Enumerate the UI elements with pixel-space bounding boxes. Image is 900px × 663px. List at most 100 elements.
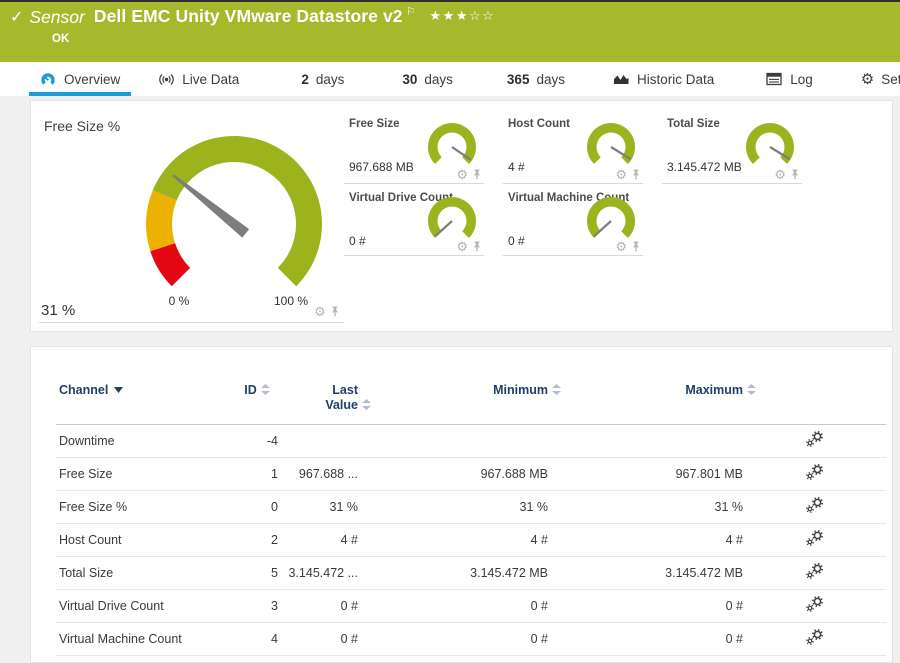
pin-icon[interactable] [330,306,340,317]
tab-365-days[interactable]: 365 days [496,62,576,96]
channel-last-value-cell [278,424,358,458]
column-label: Value [325,398,358,412]
sort-icon[interactable] [260,384,270,395]
channel-minimum-cell: 31 % [358,490,548,524]
tab-historic-data[interactable]: Historic Data [602,62,725,96]
pin-icon[interactable] [631,241,641,252]
tab-settings[interactable]: ⚙ Settings [850,62,900,96]
channel-maximum-cell: 3.145.472 MB [548,556,743,590]
sort-icon[interactable] [747,384,756,395]
channel-settings-icon[interactable] [805,496,824,514]
gear-icon[interactable]: ⚙ [615,239,627,254]
pin-icon[interactable] [631,169,641,180]
channel-table: Channel ID Last Value Minimum Maximum Downtim… [56,369,886,656]
channel-name-cell[interactable]: Host Count [56,523,236,557]
tab-label: days [424,71,453,87]
channel-id-cell: 1 [236,457,278,491]
mini-gauge-controls: ⚙ [615,168,641,181]
channel-name-cell[interactable]: Virtual Drive Count [56,589,236,623]
priority-stars[interactable]: ★★★☆☆ [429,8,496,23]
flag-icon[interactable]: ⚐ [405,6,416,18]
table-row-total-size: Total Size 5 3.145.472 ... 3.145.472 MB 3.14… [56,556,886,590]
mini-gauge-host-count: Host Count 4 # ⚙ [503,115,643,184]
mini-gauge-title: Total Size [667,118,720,130]
mini-gauge-value: 3.145.472 MB [667,160,742,174]
mini-gauge-value: 4 # [508,160,525,174]
tab-label: Log [790,71,813,87]
channel-name-cell[interactable]: Free Size % [56,490,236,524]
channel-id-cell: 2 [236,523,278,557]
pin-icon[interactable] [472,169,482,180]
gear-icon[interactable]: ⚙ [774,167,786,182]
channel-name-cell[interactable]: Virtual Machine Count [56,622,236,656]
sort-desc-icon[interactable] [114,387,124,393]
gear-icon[interactable]: ⚙ [456,239,468,254]
channel-name-cell[interactable]: Downtime [56,424,236,458]
channel-name-cell[interactable]: Free Size [56,457,236,491]
tab-log[interactable]: Log [755,62,824,96]
table-row-free-size: Free Size 1 967.688 ... 967.688 MB 967.801 M… [56,457,886,491]
gear-icon[interactable]: ⚙ [314,304,326,319]
table-row-virtual-drive-count: Virtual Drive Count 3 0 #0 #0 # [56,589,886,623]
tab-2-days[interactable]: 2 days [290,62,355,96]
mini-gauge-value: 0 # [508,234,525,248]
channel-last-value-cell: 4 # [278,523,358,557]
tab-label: days [315,71,345,87]
column-header-last-value[interactable]: Last Value [278,369,371,425]
column-label: Minimum [493,383,548,397]
mini-gauge-title: Virtual Drive Count [349,192,453,204]
table-row-host-count: Host Count 2 4 #4 #4 # [56,523,886,557]
column-header-id[interactable]: ID [236,369,278,425]
free-size-gauge [428,123,476,164]
channel-settings-icon[interactable] [805,463,824,481]
tab-label: Overview [64,71,121,87]
mini-gauge-free-size: Free Size 967.688 MB ⚙ [344,115,484,184]
channel-minimum-cell: 0 # [358,622,548,656]
tab-label: days [536,71,565,87]
sensor-title: Dell EMC Unity VMware Datastore v2 [93,6,403,26]
channel-settings-icon[interactable] [805,562,824,580]
virtual-drive-count-gauge [428,197,476,238]
pin-icon[interactable] [790,169,800,180]
pin-icon[interactable] [472,241,482,252]
channel-minimum-cell [358,424,548,458]
channel-minimum-cell: 4 # [358,523,548,557]
column-header-maximum[interactable]: Maximum [548,369,756,425]
channel-last-value-cell: 0 # [278,622,358,656]
gear-icon[interactable]: ⚙ [615,167,627,182]
channel-settings-icon[interactable] [805,595,824,613]
channel-settings-icon[interactable] [805,430,824,448]
channel-last-value-cell: 31 % [278,490,358,524]
tab-bar: Overview Live Data 2 days 30 days 365 days Histo… [0,62,900,96]
divider [39,322,344,323]
tab-30-days[interactable]: 30 days [391,62,464,96]
status-check-icon: ✓ [10,9,24,26]
virtual-machine-count-gauge [587,197,635,238]
channel-name-cell[interactable]: Total Size [56,556,236,590]
sort-icon[interactable] [362,399,371,410]
column-header-minimum[interactable]: Minimum [358,369,561,425]
tab-overview[interactable]: Overview [29,62,132,96]
mini-gauge-virtual-machine-count: Virtual Machine Count 0 # ⚙ [503,189,643,256]
tab-live-data[interactable]: Live Data [147,62,250,96]
channel-settings-icon[interactable] [805,628,824,646]
main-gauge-controls: ⚙ [314,305,340,318]
tab-label: Historic Data [636,71,715,87]
tab-day-count: 2 [301,71,309,87]
sort-icon[interactable] [552,384,561,395]
live-icon [159,73,175,85]
sensor-kind-label: Sensor [29,7,85,27]
column-header-channel[interactable]: Channel [56,369,236,425]
channel-maximum-cell [548,424,743,458]
column-header-actions [743,369,886,425]
tab-day-count: 30 [402,71,418,87]
column-label: Maximum [685,383,743,397]
column-label: ID [244,383,257,397]
channels-panel: Channel ID Last Value Minimum Maximum Downtim… [30,346,893,663]
gear-icon: ⚙ [860,70,875,88]
channel-maximum-cell: 967.801 MB [548,457,743,491]
channel-settings-icon[interactable] [805,529,824,547]
mini-gauge-controls: ⚙ [456,240,482,253]
gear-icon[interactable]: ⚙ [456,167,468,182]
mini-gauge-title: Free Size [349,118,400,130]
